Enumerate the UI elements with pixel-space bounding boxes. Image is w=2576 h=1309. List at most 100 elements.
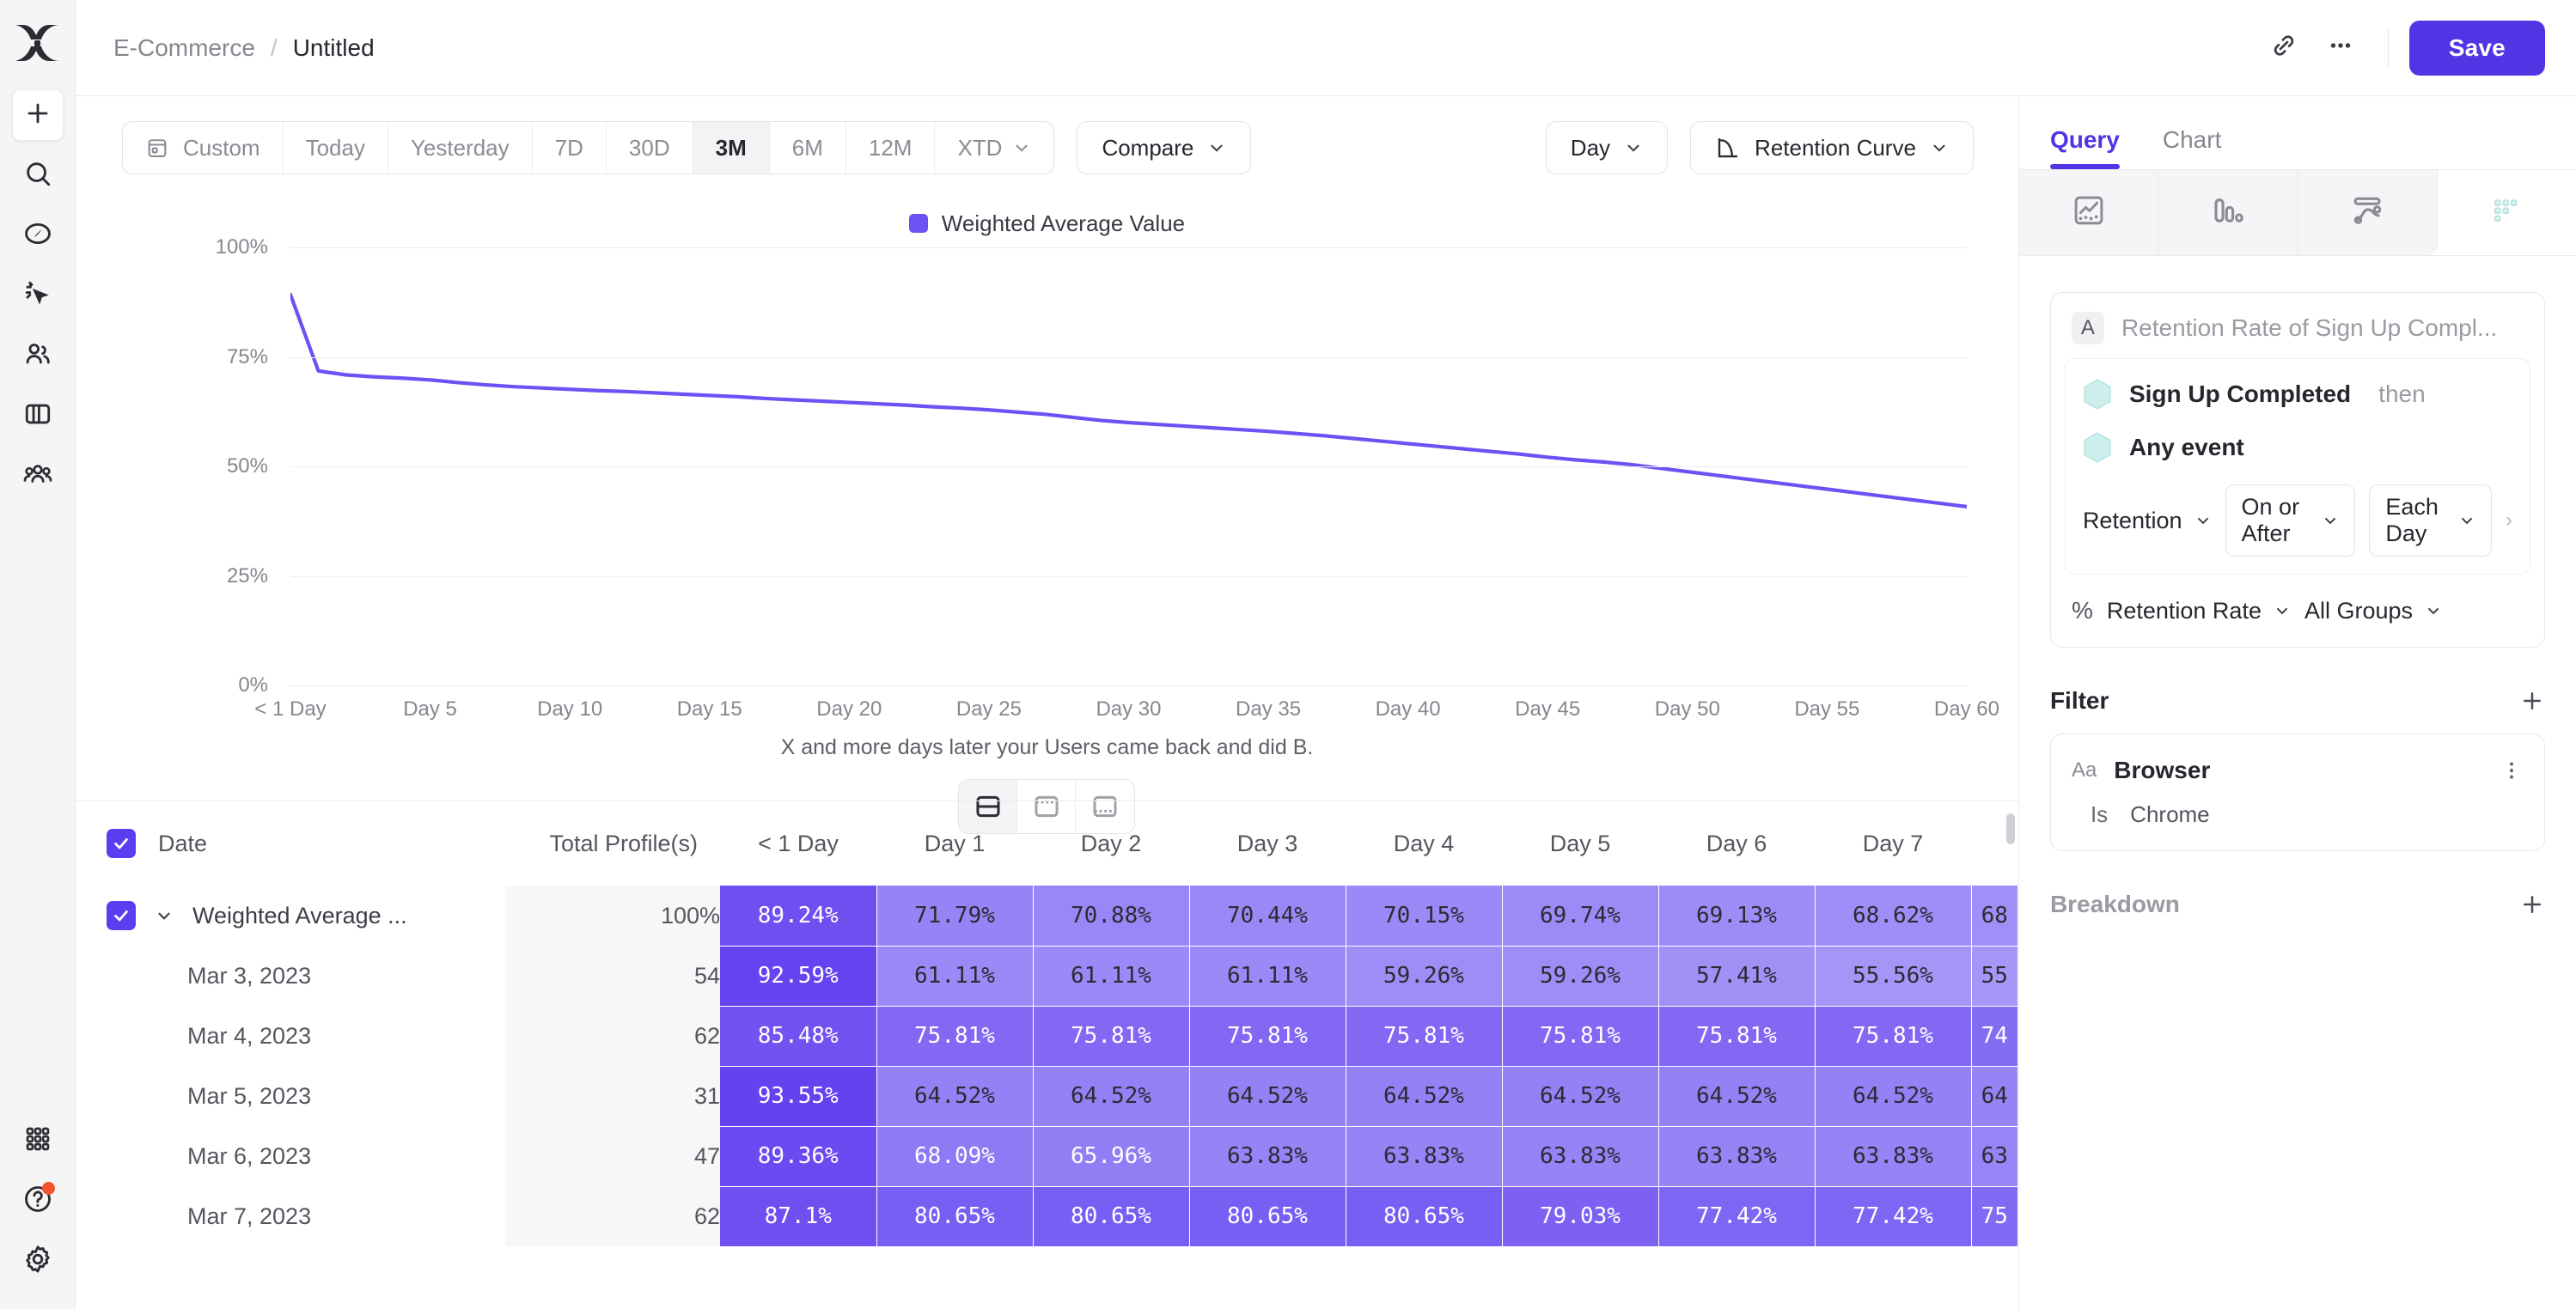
compare-label: Compare [1102,134,1194,161]
table-header-row: Date Total Profile(s) < 1 Day Day 1 Day 2 Day… [76,801,2017,886]
table-cell-retention: 61.11% [876,946,1034,1007]
page-title[interactable]: Untitled [292,33,375,61]
query-event-row[interactable]: Sign Up Completed then [2083,378,2512,411]
sidebar-item-users[interactable] [12,330,64,381]
table-cell-retention: 59.26% [1346,946,1503,1007]
layout-chart-only[interactable] [1017,780,1077,833]
table-header-day-7[interactable]: Day 7 [1815,801,1971,886]
date-range-selector[interactable]: Custom Today Yesterday 7D 30D 3M 6M 12M XTD [122,121,1055,174]
table-header-total-profiles[interactable]: Total Profile(s) [505,801,720,886]
event-connector: then [2378,381,2426,407]
table-cell-date: Mar 3, 2023 [76,946,505,1006]
table-header-date[interactable]: Date [76,801,505,886]
table-row[interactable]: Mar 5, 2023 31 93.55% 64.52% 64.52% 64.52% 64.… [76,1066,2018,1127]
table-header-day-2[interactable]: Day 2 [1033,801,1189,886]
layout-table-only[interactable] [1076,780,1134,833]
compare-button[interactable]: Compare [1077,121,1252,174]
add-breakdown-button[interactable] [2519,892,2545,917]
add-filter-button[interactable] [2519,688,2545,714]
sidebar-item-boards[interactable] [12,390,64,441]
report-toolbar: Custom Today Yesterday 7D 30D 3M 6M 12M XTD Comp… [76,96,2018,199]
share-link-button[interactable] [2257,21,2310,75]
tab-query[interactable]: Query [2049,126,2120,169]
retention-mode-select[interactable]: Retention [2083,508,2212,534]
table-scrollbar[interactable] [2005,813,2015,844]
tab-chart[interactable]: Chart [2162,126,2222,153]
kebab-icon[interactable] [2500,758,2524,782]
viz-bar-button[interactable] [2158,170,2298,255]
table-header-day-5[interactable]: Day 5 [1502,801,1658,886]
date-range-today[interactable]: Today [284,122,388,174]
on-or-after-label: On or After [2241,494,2300,546]
sidebar-item-help[interactable] [12,1175,64,1227]
chart-type-label: Retention Curve [1755,134,1916,161]
metric-select[interactable]: Retention Rate [2107,598,2291,624]
sidebar-item-new-item[interactable] [11,89,64,141]
plus-icon [23,99,52,132]
table-cell-retention: 55 [1971,946,2018,1007]
sidebar-item-settings[interactable] [12,1235,64,1287]
filter-value[interactable]: Chrome [2130,801,2210,827]
filter-card[interactable]: Aa Browser Is Chrome [2049,734,2545,851]
select-all-checkbox[interactable] [107,829,136,858]
date-range-yesterday[interactable]: Yesterday [388,122,533,174]
main-column: E-Commerce / Untitled Save [76,0,2576,1309]
table-header-day-6[interactable]: Day 6 [1658,801,1815,886]
row-checkbox[interactable] [107,901,136,930]
filter-operator: Is [2090,801,2109,827]
table-cell-retention: 64.52% [1189,1066,1346,1127]
chart-type-selector[interactable]: Retention Curve [1690,121,1974,174]
table-header-label: Day 5 [1549,830,1611,856]
table-header-day-1[interactable]: Day 1 [876,801,1033,886]
table-cell-retention: 75 [1971,1186,2018,1247]
sidebar-item-apps[interactable] [12,1115,64,1166]
viz-flow-button[interactable] [2298,170,2438,255]
table-header-label: Day 7 [1862,830,1924,856]
date-range-custom[interactable]: Custom [123,122,284,174]
table-row[interactable]: Weighted Average ... 100% 89.24% 71.79% 70.8… [76,886,2018,947]
viz-line-button[interactable] [2018,170,2159,255]
chart-line-series [290,247,1967,685]
table-cell-retention: 63 [1971,1126,2018,1187]
table-row[interactable]: Mar 7, 2023 62 87.1% 80.65% 80.65% 80.65% 80.6… [76,1186,2018,1247]
mixpanel-logo[interactable] [14,19,62,67]
table-cell-retention: 80.65% [1189,1186,1346,1247]
table-cell-retention: 61.11% [1189,946,1346,1007]
breadcrumb-project[interactable]: E-Commerce [113,33,255,61]
date-range-12m[interactable]: 12M [846,122,936,174]
retention-curve-icon [1715,135,1741,161]
more-options-button[interactable] [2314,21,2367,75]
query-event-row[interactable]: Any event [2083,431,2512,464]
date-range-6m[interactable]: 6M [770,122,846,174]
table-row[interactable]: Mar 4, 2023 62 85.48% 75.81% 75.81% 75.81% 75.… [76,1006,2018,1067]
date-range-xtd[interactable]: XTD [935,122,1053,174]
query-metric-row: % Retention Rate All Groups [2051,575,2544,624]
query-title-row[interactable]: A Retention Rate of Sign Up Compl... [2051,312,2544,358]
table-cell-retention: 64 [1971,1066,2018,1127]
date-range-30d[interactable]: 30D [607,122,693,174]
on-or-after-select[interactable]: On or After [2225,484,2356,557]
table-cell-retention: 63.83% [1658,1126,1816,1187]
date-range-7d[interactable]: 7D [533,122,607,174]
sidebar-item-events[interactable] [12,270,64,321]
date-range-3m[interactable]: 3M [693,122,770,174]
each-day-select[interactable]: Each Day [2369,484,2492,557]
breakdown-section-header: Breakdown [2050,891,2545,918]
table-header-1-day[interactable]: < 1 Day [720,801,876,886]
sidebar-item-cohorts[interactable] [12,450,64,502]
table-cell-retention: 64.52% [1346,1066,1503,1127]
sidebar-item-search[interactable] [12,149,64,201]
viz-more-button[interactable] [2437,170,2576,255]
table-row[interactable]: Mar 3, 2023 54 92.59% 61.11% 61.11% 61.11% 59.… [76,946,2018,1007]
groups-select[interactable]: All Groups [2304,598,2442,624]
expand-chevron-icon[interactable] [155,906,174,925]
table-header-day-3[interactable]: Day 3 [1189,801,1346,886]
legend-label[interactable]: Weighted Average Value [941,210,1186,236]
granularity-selector[interactable]: Day [1545,121,1669,174]
save-button[interactable]: Save [2408,20,2545,76]
table-header-day-4[interactable]: Day 4 [1346,801,1502,886]
layout-split[interactable] [959,780,1018,833]
table-row[interactable]: Mar 6, 2023 47 89.36% 68.09% 65.96% 63.83% 63.… [76,1126,2018,1187]
panel-body: A Retention Rate of Sign Up Compl... Sig… [2019,256,2576,1309]
sidebar-item-explore[interactable] [12,210,64,261]
